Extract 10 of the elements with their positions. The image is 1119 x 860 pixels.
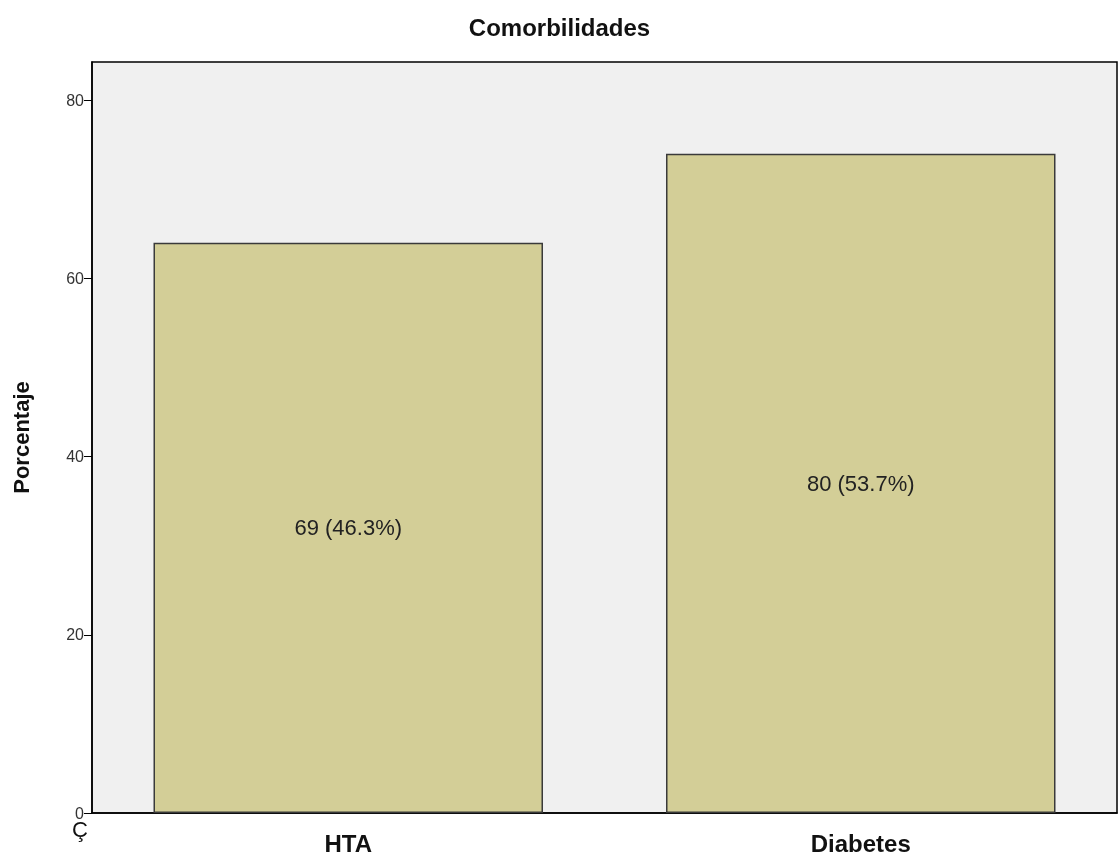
x-tick-label: HTA — [324, 829, 373, 857]
y-tick-label: 40 — [66, 448, 85, 466]
y-tick-label: 20 — [66, 626, 85, 644]
annotation: 80 (53.7%) — [806, 470, 915, 496]
annotation: 69 (46.3%) — [294, 515, 403, 541]
y-tick-label: 80 — [66, 91, 85, 109]
x-tick-label: Diabetes — [810, 829, 911, 857]
y-tick-label: 60 — [66, 269, 85, 287]
y-axis-title: Porcentaje — [8, 381, 34, 494]
chart-title: Comorbilidades — [468, 13, 651, 41]
